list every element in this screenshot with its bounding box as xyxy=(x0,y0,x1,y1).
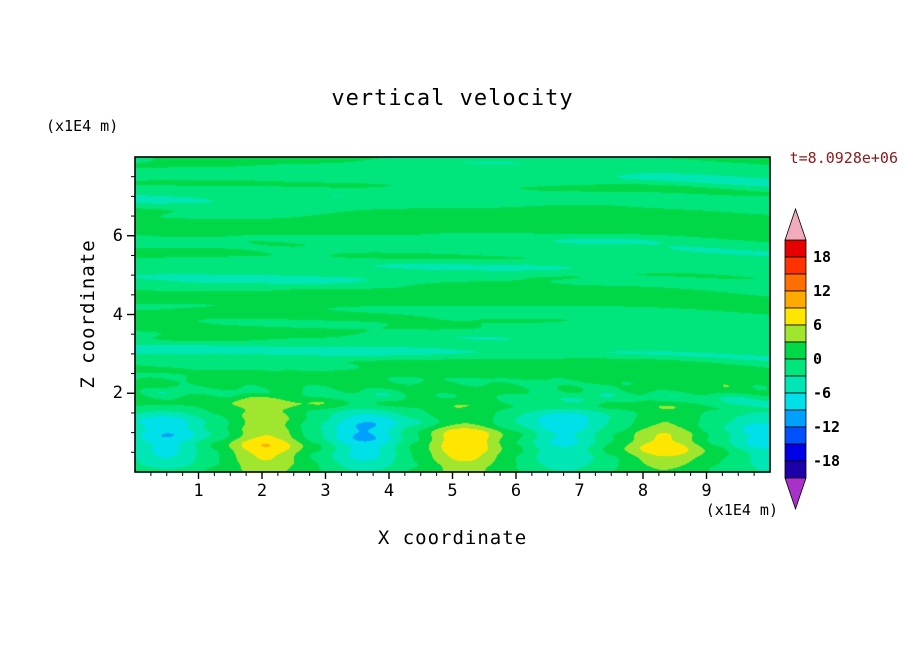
colorbar-segment xyxy=(784,460,807,479)
x-tick-label: 4 xyxy=(383,481,395,501)
x-axis-label: X coordinate xyxy=(377,527,528,549)
colorbar-segment xyxy=(784,443,807,462)
x-tick-label: 1 xyxy=(193,481,204,501)
plot-title: vertical velocity xyxy=(331,86,574,111)
x-tick-label: 3 xyxy=(320,481,331,501)
x-tick-label: 6 xyxy=(510,481,522,501)
z-tick-label: 2 xyxy=(112,383,123,404)
colorbar-segment xyxy=(784,290,807,309)
colorbar-segment xyxy=(784,358,807,377)
x-tick-label: 8 xyxy=(637,481,649,501)
x-tick-label: 7 xyxy=(574,481,585,501)
z-tick-label: 6 xyxy=(112,225,123,246)
contour-heatmap-canvas xyxy=(135,157,770,472)
colorbar-tick-label: -6 xyxy=(813,384,832,402)
colorbar-segment xyxy=(784,409,807,428)
colorbar-segment xyxy=(784,392,807,411)
colorbar-segment xyxy=(784,256,807,275)
z-axis-unit-label: (x1E4 m) xyxy=(46,117,119,135)
colorbar-segment xyxy=(784,375,807,394)
colorbar-segment xyxy=(784,273,807,292)
z-tick-label: 4 xyxy=(112,304,123,325)
colorbar-over-arrow xyxy=(784,207,807,241)
x-axis-unit-label: (x1E4 m) xyxy=(705,501,778,519)
x-tick-label: 9 xyxy=(701,481,712,501)
colorbar-segment xyxy=(784,426,807,445)
x-tick-label: 5 xyxy=(447,481,458,501)
colorbar-segment xyxy=(784,307,807,326)
colorbar-tick-label: 18 xyxy=(813,248,832,266)
colorbar-tick-label: -18 xyxy=(813,452,841,470)
colorbar-segment xyxy=(784,239,807,258)
time-annotation: t=8.0928e+06 xyxy=(789,149,898,167)
colorbar-tick-label: -12 xyxy=(813,418,841,436)
colorbar-segment xyxy=(784,341,807,360)
colorbar-tick-label: 6 xyxy=(813,316,823,334)
colorbar-tick-label: 12 xyxy=(813,282,832,300)
colorbar-under-arrow xyxy=(784,477,807,511)
x-tick-label: 2 xyxy=(256,481,268,501)
colorbar-tick-label: 0 xyxy=(813,350,823,368)
colorbar-segment xyxy=(784,324,807,343)
